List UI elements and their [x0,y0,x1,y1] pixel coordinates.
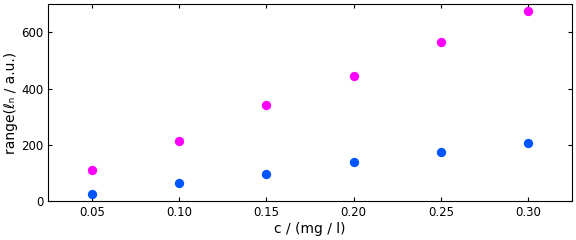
Point [87,168,96,172]
Y-axis label: range(ℓₙ / a.u.): range(ℓₙ / a.u.) [4,52,18,154]
Point [436,40,445,44]
Point [524,9,533,13]
Point [262,173,271,176]
Point [87,192,96,196]
Point [262,104,271,108]
Point [436,150,445,154]
Point [175,181,184,185]
X-axis label: c / (mg / l): c / (mg / l) [274,222,346,236]
Point [349,160,358,164]
Point [524,142,533,145]
Point [349,74,358,78]
Point [175,139,184,143]
